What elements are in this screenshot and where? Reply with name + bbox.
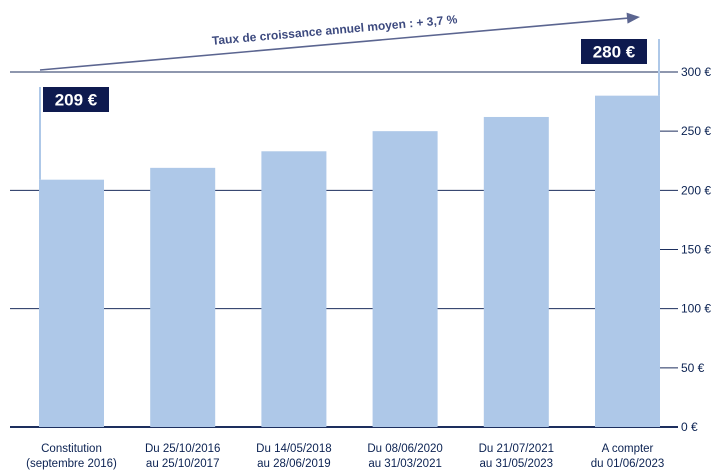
x-axis: Constitution (septembre 2016) Du 25/10/201… [26,443,664,470]
highlight-labels: 209 € 280 € [39,39,660,180]
y-tick-label: 250 € [681,124,711,138]
growth-arrow-line [39,16,635,71]
x-tick-label: au 25/10/2017 [146,458,220,470]
x-tick-label: du 01/06/2023 [591,458,665,470]
bar-3 [372,131,438,427]
growth-arrow-head [626,12,640,24]
x-tick-label: Du 08/06/2020 [367,443,442,455]
y-tick-label: 150 € [681,243,711,257]
bar-1 [150,167,216,427]
highlight-box-0 [43,87,109,112]
x-tick-label: Du 25/10/2016 [145,443,220,455]
x-tick-label: Du 21/07/2021 [479,443,554,455]
growth-annotation-text: Taux de croissance annuel moyen : + 3,7 … [211,12,458,48]
x-tick-label: au 31/03/2021 [368,458,442,470]
highlight-box-1 [581,39,647,64]
gridlines [10,71,678,428]
bar-0 [39,179,104,427]
x-tick-label: (septembre 2016) [26,458,117,470]
y-tick-label: 50 € [681,361,705,375]
y-tick-label: 200 € [681,183,711,197]
x-tick-label: au 31/05/2023 [480,458,554,470]
y-tick-label: 300 € [681,65,711,79]
y-tick-label: 0 € [681,420,698,434]
x-tick-label: Du 14/05/2018 [256,443,331,455]
highlight-label-1: 280 € [593,43,636,62]
x-tick-label: au 28/06/2019 [257,458,331,470]
x-tick-label: Constitution [41,443,102,455]
bar-2 [261,151,327,428]
highlight-label-0: 209 € [55,91,98,110]
bars [39,95,660,428]
growth-annotation: Taux de croissance annuel moyen : + 3,7 … [39,12,640,71]
y-tick-label: 100 € [681,302,711,316]
bar-5 [595,95,660,428]
y-axis: 0 € 50 € 100 € 150 € 200 € 250 € 300 € [681,65,711,434]
bar-4 [483,116,549,427]
x-tick-label: A compter [602,443,654,455]
